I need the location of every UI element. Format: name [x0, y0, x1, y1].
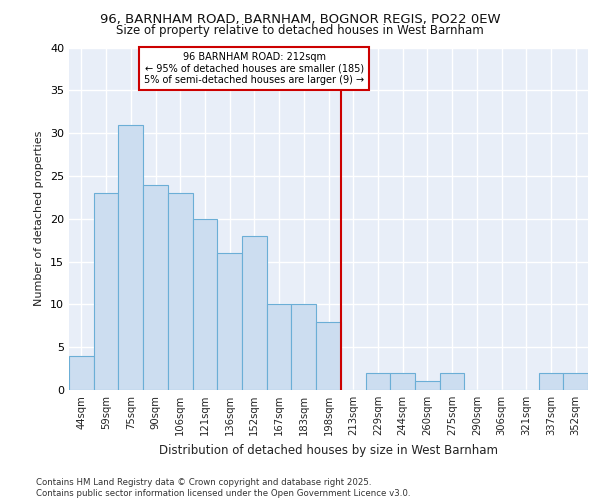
Bar [143, 184, 168, 390]
Bar [440, 373, 464, 390]
Text: Size of property relative to detached houses in West Barnham: Size of property relative to detached ho… [116, 24, 484, 37]
Bar [267, 304, 292, 390]
Y-axis label: Number of detached properties: Number of detached properties [34, 131, 44, 306]
Text: 96 BARNHAM ROAD: 212sqm
← 95% of detached houses are smaller (185)
5% of semi-de: 96 BARNHAM ROAD: 212sqm ← 95% of detache… [144, 52, 364, 85]
Bar [539, 373, 563, 390]
Bar [292, 304, 316, 390]
Bar [415, 382, 440, 390]
Bar [168, 193, 193, 390]
Bar [365, 373, 390, 390]
Bar [118, 124, 143, 390]
Bar [193, 219, 217, 390]
Bar [390, 373, 415, 390]
Bar [316, 322, 341, 390]
Text: 96, BARNHAM ROAD, BARNHAM, BOGNOR REGIS, PO22 0EW: 96, BARNHAM ROAD, BARNHAM, BOGNOR REGIS,… [100, 12, 500, 26]
X-axis label: Distribution of detached houses by size in West Barnham: Distribution of detached houses by size … [159, 444, 498, 456]
Bar [563, 373, 588, 390]
Bar [242, 236, 267, 390]
Bar [217, 253, 242, 390]
Text: Contains HM Land Registry data © Crown copyright and database right 2025.
Contai: Contains HM Land Registry data © Crown c… [36, 478, 410, 498]
Bar [94, 193, 118, 390]
Bar [69, 356, 94, 390]
